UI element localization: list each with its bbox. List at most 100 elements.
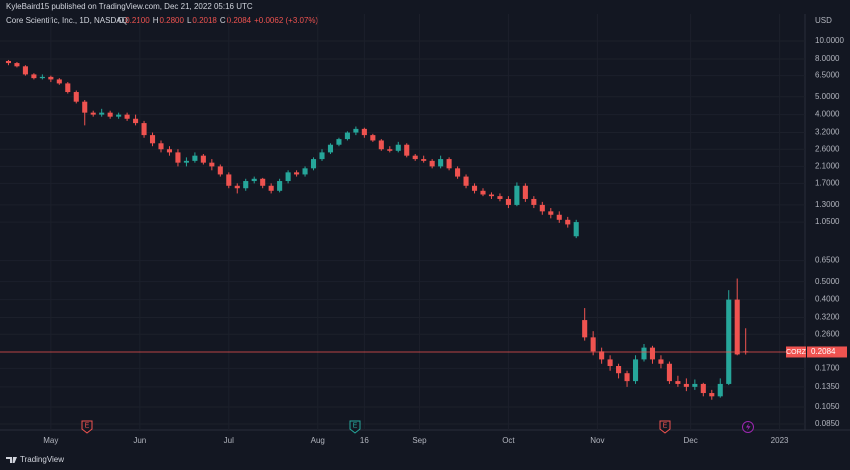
candle-body <box>599 351 605 360</box>
y-tick-label: 4.0000 <box>815 110 840 119</box>
candle-body <box>107 112 113 117</box>
candle-body <box>632 359 639 382</box>
earnings-badge[interactable]: E <box>659 420 671 434</box>
candle-body <box>175 152 181 163</box>
candle-body <box>200 155 206 163</box>
candle-body <box>192 155 198 161</box>
candle-body <box>310 159 317 169</box>
ohlc-value: 0.2100 <box>125 16 150 25</box>
x-tick-label: 16 <box>360 436 369 445</box>
price-label: 0.2084 <box>811 347 836 356</box>
badge-label: E <box>85 422 90 429</box>
candle-body <box>565 219 571 225</box>
y-tick-label: 1.0500 <box>815 217 840 226</box>
y-tick-label: 2.6000 <box>815 144 840 153</box>
ohlc-key: L <box>187 16 192 25</box>
candle-body <box>183 160 189 163</box>
candle-body <box>573 222 579 237</box>
candle-body <box>514 185 520 205</box>
candle-body <box>133 118 139 124</box>
candle-body <box>116 114 122 117</box>
y-tick-label: 0.0850 <box>815 419 840 428</box>
candle-body <box>455 168 461 177</box>
plot: 10.0000 8.0000 6.5000 5.0000 4.0000 3.2000 2.6… <box>0 14 847 445</box>
candle-body <box>251 178 257 182</box>
candle-body <box>302 168 308 175</box>
published-line: KyleBaird15 published on TradingView.com… <box>6 2 253 11</box>
candle-body <box>5 60 12 64</box>
y-tick-label: 3.2000 <box>815 128 840 137</box>
badge-label: E <box>663 422 668 429</box>
earnings-badge[interactable]: E <box>349 420 361 434</box>
candle-body <box>39 76 45 79</box>
split-badge[interactable] <box>742 421 754 433</box>
candle-body <box>726 299 732 384</box>
event-badges: E E E <box>81 420 754 434</box>
candle-body <box>65 83 71 93</box>
y-tick-label: 0.1050 <box>815 402 840 411</box>
candle-body <box>463 176 469 186</box>
candle-body <box>149 135 156 144</box>
candle-body <box>590 337 596 352</box>
candle-body <box>429 160 435 167</box>
y-tick-label: 0.1350 <box>815 382 840 391</box>
change: +0.0062 (+3.07%) <box>254 16 318 25</box>
footer-logo <box>6 457 17 463</box>
candle-body <box>539 204 545 212</box>
earnings-badge[interactable]: E <box>81 420 93 434</box>
candle-body <box>82 101 88 113</box>
ohlc-key: C <box>220 16 226 25</box>
candle-body <box>243 181 249 189</box>
candle-body <box>480 190 486 195</box>
candle-body <box>217 166 223 175</box>
y-tick-label: 6.5000 <box>815 71 840 80</box>
candle-body <box>488 194 495 197</box>
y-tick-label: 0.1700 <box>815 363 840 372</box>
candle-body <box>285 172 291 182</box>
candle-body <box>209 162 215 167</box>
candle-body <box>692 383 698 387</box>
candle-body <box>505 198 511 205</box>
y-tick-label: 0.4000 <box>815 295 840 304</box>
candle-body <box>260 178 266 186</box>
x-tick-label: 2023 <box>771 436 789 445</box>
ohlc-value: 0.2084 <box>227 16 252 25</box>
y-tick-label: 5.0000 <box>815 92 840 101</box>
ohlc-value: 0.2800 <box>159 16 184 25</box>
candle-body <box>56 79 62 84</box>
y-tick-label: 0.5000 <box>815 277 840 286</box>
candle-body <box>438 159 444 167</box>
candle-body <box>158 143 164 150</box>
candle-body <box>344 132 350 140</box>
candle-body <box>124 114 130 119</box>
candle-body <box>31 74 37 79</box>
candle-body <box>336 139 342 145</box>
y-tick-label: 1.7000 <box>815 178 840 187</box>
candle-body <box>531 198 537 205</box>
y-tick-label: 8.0000 <box>815 54 840 63</box>
candle-body <box>548 211 554 215</box>
candle-body <box>353 128 359 133</box>
y-tick-label: 2.1000 <box>815 162 840 171</box>
candle-body <box>658 359 664 364</box>
badge-label: E <box>353 422 358 429</box>
ticker-tag <box>786 346 806 358</box>
x-tick-label: Aug <box>311 436 325 445</box>
ohlc-row: O 0.2100 H 0.2800 L 0.2018 C 0.2084 +0.0062 (+3.… <box>118 16 319 25</box>
x-tick-label: Jul <box>224 436 234 445</box>
candle-body <box>378 140 384 150</box>
x-tick-label: Sep <box>412 436 427 445</box>
candle-body <box>387 149 393 151</box>
candle-body <box>649 347 656 360</box>
x-tick-label: Jun <box>133 436 146 445</box>
candle-body <box>395 144 401 151</box>
candle-body <box>497 196 503 199</box>
candle-body <box>277 181 283 191</box>
symbol-line: Core Scientific, Inc., 1D, NASDAQ <box>6 16 128 25</box>
x-tick-label: Oct <box>502 436 515 445</box>
candle-body <box>327 144 334 153</box>
candle-body <box>166 149 173 153</box>
x-tick-label: May <box>43 436 58 445</box>
